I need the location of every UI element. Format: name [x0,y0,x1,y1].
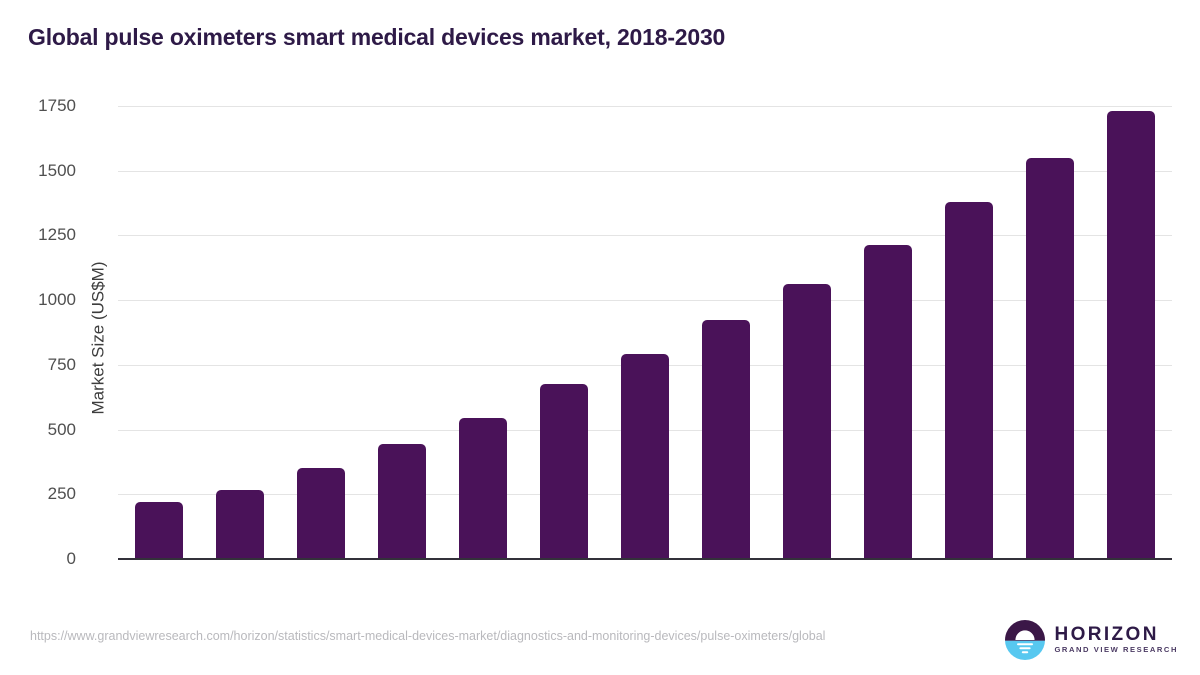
y-axis-title: Market Size (US$M) [88,260,108,415]
bar[interactable] [1107,110,1156,559]
y-axis-tick-label: 1000 [38,290,76,310]
y-axis-tick-label: 0 [66,549,76,568]
bar[interactable] [215,489,264,559]
horizon-sun-circle-icon [1005,620,1046,660]
y-axis-tick-label: 1750 [38,96,76,115]
logo-name: HORIZON [1054,624,1159,645]
bar[interactable] [783,284,832,559]
bar[interactable] [539,384,588,559]
brand-logo: HORIZON GRAND VIEW RESEARCH [1005,620,1178,660]
logo-tagline: GRAND VIEW RESEARCH [1054,645,1178,654]
logo-wordmark: HORIZON GRAND VIEW RESEARCH [1054,625,1178,655]
bar[interactable] [377,443,426,559]
bar[interactable] [458,417,507,559]
page-title: Global pulse oximeters smart medical dev… [28,24,726,50]
x-axis-line [118,558,1172,560]
bar[interactable] [1026,157,1075,559]
bar[interactable] [864,245,913,559]
y-axis-tick-label: 500 [47,419,76,439]
gridline [118,106,1172,107]
bar[interactable] [621,353,669,559]
gridline [118,170,1172,172]
y-axis-tick-label: 750 [47,354,76,374]
bar[interactable] [945,202,994,559]
y-axis-tick-label: 250 [47,484,76,504]
y-axis-tick-label: 1500 [38,160,76,180]
gridline [118,235,1172,237]
bar[interactable] [134,501,183,559]
gridline [118,300,1172,302]
source-url[interactable]: https://www.grandviewresearch.com/horizo… [30,629,826,643]
bar[interactable] [702,320,751,559]
y-axis-tick-label: 1250 [38,225,76,245]
bar[interactable] [296,467,345,559]
